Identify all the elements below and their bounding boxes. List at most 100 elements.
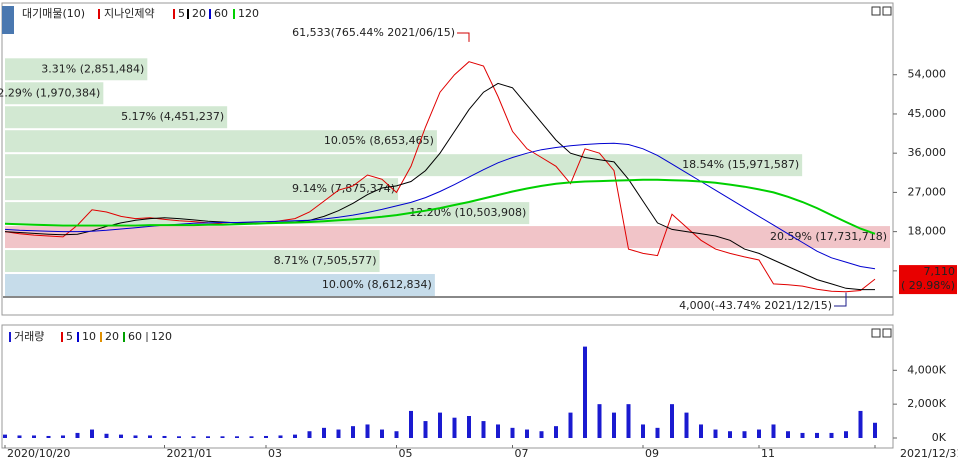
legend-swatch (98, 9, 100, 19)
legend-entry: 120 (238, 7, 259, 20)
x-tick-label: 2020/10/20 (7, 447, 70, 460)
volume-bar (815, 432, 819, 438)
volume-bar (728, 431, 732, 438)
volume-bar (626, 404, 631, 438)
last-change: ( 29.98%) (901, 279, 955, 292)
legend-swatch (146, 332, 148, 342)
volume-bar (873, 422, 877, 438)
volume-bar (713, 429, 718, 438)
volume-bar (119, 434, 123, 438)
volume-bar (438, 412, 442, 438)
legend-entry: 60 (214, 7, 228, 20)
last-price: 7,110 (924, 265, 956, 278)
volume-bar (800, 432, 805, 438)
volume-bar (206, 436, 210, 438)
volume-bar (467, 416, 471, 438)
volume-profile: 10.00% (8,612,834) 8.71% (7,505,577) 20.59… (0, 58, 890, 296)
volume-bar (191, 436, 196, 438)
legend-profile: 대기매물(10) (22, 7, 85, 20)
volume-bar (568, 412, 573, 438)
volume-bar (699, 424, 703, 438)
y-tick-label: 18,000 (908, 225, 947, 238)
profile-label: 5.17% (4,451,237) (121, 110, 224, 123)
volume-bar (46, 435, 51, 438)
price-panel (1, 2, 894, 316)
profile-label: 10.00% (8,612,834) (322, 278, 432, 291)
profile-bar (5, 130, 437, 153)
volume-bar (278, 435, 283, 438)
volume-bar (684, 412, 689, 438)
legend-swatch (233, 9, 235, 19)
x-tick-label: 07 (515, 447, 529, 460)
volume-bar (32, 435, 36, 438)
profile-bar (5, 82, 104, 105)
volume-bar (264, 435, 268, 438)
volume-bar (75, 432, 80, 438)
volume-bar (829, 432, 834, 438)
volume-bar (133, 435, 138, 438)
price-line (4, 178, 876, 235)
legend-stock: 지나인제약 (104, 6, 155, 20)
y-tick-label: 4,000K (907, 363, 946, 376)
window-button[interactable] (871, 328, 881, 338)
profile-label: 12.20% (10,503,908) (409, 206, 526, 219)
legend-swatch (209, 9, 211, 19)
volume-bar (365, 424, 370, 438)
profile-label: 18.54% (15,971,587) (682, 158, 799, 171)
volume-bar (757, 429, 761, 438)
volume-bar (380, 429, 384, 438)
volume-bar (481, 421, 486, 438)
price-line (4, 61, 876, 293)
volume-bar (771, 424, 776, 438)
volume-bar (351, 426, 355, 438)
volume-bar (104, 433, 109, 438)
volume-bar (177, 436, 181, 438)
legend-entry: 20 (192, 7, 206, 20)
profile-label: 2.29% (1,970,384) (0, 86, 100, 99)
y-tick-label: 27,000 (908, 185, 947, 198)
y-tick-label: 45,000 (908, 107, 947, 120)
volume-bar (162, 435, 167, 438)
x-tick-label: 03 (268, 447, 282, 460)
window-button[interactable] (882, 328, 892, 338)
side-button[interactable] (2, 6, 14, 34)
annotation-arrow (834, 292, 847, 307)
profile-bar (5, 58, 148, 81)
window-button[interactable] (882, 6, 892, 16)
legend-swatch (61, 332, 63, 342)
profile-label: 20.59% (17,731,718) (770, 230, 887, 243)
legend-swatch (77, 332, 79, 342)
y-tick-label: 2,000K (907, 397, 946, 410)
volume-bar (844, 431, 848, 438)
volume-legend-entry: 10 (82, 330, 96, 343)
volume-bar (3, 434, 7, 438)
volume-bar (423, 421, 428, 438)
annotation: 61,533(765.44% 2021/06/15) (292, 26, 455, 39)
x-tick-label: 05 (399, 447, 413, 460)
profile-label: 3.31% (2,851,484) (41, 62, 144, 75)
y-tick-label: 0K (932, 431, 947, 444)
x-tick-label: 2021/01 (167, 447, 213, 460)
legend-entry: 5 (178, 7, 185, 20)
window-button[interactable] (871, 6, 881, 16)
volume-bar (583, 346, 587, 438)
x-tick-label: 09 (645, 447, 659, 460)
profile-bar (5, 274, 435, 296)
volume-bar (525, 429, 529, 438)
volume-bar (220, 436, 225, 438)
price-line (4, 82, 875, 291)
volume-bar (336, 429, 341, 438)
volume-legend: 거래량 (14, 330, 44, 343)
volume-legend-entry: 60 (128, 330, 142, 343)
profile-bar (5, 106, 228, 129)
profile-label: 8.71% (7,505,577) (274, 254, 377, 267)
volume-legend-entry: 120 (151, 330, 172, 343)
volume-bar (452, 417, 457, 438)
volume-bar (90, 429, 94, 438)
volume-bar (409, 410, 413, 438)
volume-bar (597, 404, 602, 438)
annotation-arrow (457, 32, 470, 42)
volume-bar (786, 431, 790, 438)
y-tick-label: 54,000 (908, 68, 947, 81)
profile-bar (5, 226, 890, 249)
